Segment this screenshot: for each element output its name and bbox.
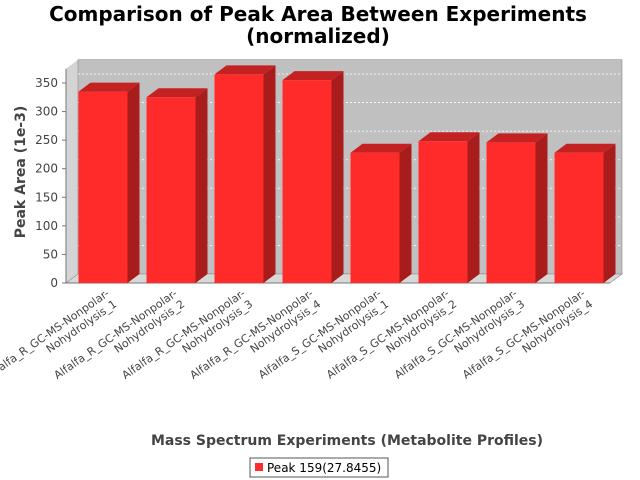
x-axis-label: Mass Spectrum Experiments (Metabolite Pr…: [151, 433, 543, 449]
legend-entry: Peak 159(27.8455): [267, 461, 381, 475]
y-tick-label: 250: [35, 133, 58, 147]
bar-front: [282, 80, 332, 284]
bar-side: [467, 132, 480, 283]
bar-top: [78, 82, 140, 92]
bar: [78, 82, 140, 283]
bar-front: [486, 142, 536, 283]
legend: Peak 159(27.8455): [249, 457, 389, 478]
bar-side: [603, 143, 616, 283]
bar-side: [127, 82, 140, 283]
y-tick-label: 100: [35, 219, 58, 233]
chart-title: Comparison of Peak Area Between Experime…: [49, 2, 587, 26]
bar: [486, 133, 548, 283]
bar-front: [146, 97, 196, 284]
bar-top: [554, 143, 616, 153]
bar: [146, 88, 208, 284]
bar-front: [350, 152, 400, 283]
y-axis-label: Peak Area (1e-3): [13, 106, 29, 239]
bar: [282, 71, 344, 284]
bar-top: [418, 132, 480, 142]
y-tick-label: 150: [35, 190, 58, 204]
bar-side: [535, 133, 548, 283]
bar-side: [195, 88, 208, 284]
chart-subtitle: (normalized): [246, 24, 390, 48]
bars: [78, 65, 616, 284]
bar-top: [214, 65, 276, 75]
bar-top: [486, 133, 548, 143]
bar: [214, 65, 276, 283]
bar-front: [214, 74, 264, 283]
bar: [554, 143, 616, 283]
y-tick-label: 0: [50, 276, 58, 290]
bar-front: [554, 152, 604, 283]
x-axis-categories: Alfalfa_R_GC-MS-Nonpolar-Nohydrolysis_1A…: [0, 287, 595, 382]
bar-side: [399, 143, 412, 283]
legend-swatch: [255, 463, 263, 471]
bar-top: [282, 71, 344, 81]
y-axis: 0 50 100 150 200 250 300 350: [35, 68, 610, 290]
y-tick-label: 300: [35, 105, 58, 119]
bar-front: [418, 141, 468, 283]
legend-box: [249, 457, 389, 478]
bar: [418, 132, 480, 283]
y-tick-label: 200: [35, 162, 58, 176]
y-tick-label: 350: [35, 76, 58, 90]
bar-side: [263, 65, 276, 283]
bar-front: [78, 91, 128, 283]
bar-side: [331, 71, 344, 284]
y-tick-label: 50: [43, 247, 58, 261]
bar: [350, 143, 412, 283]
bar-top: [146, 88, 208, 98]
bar-top: [350, 143, 412, 153]
